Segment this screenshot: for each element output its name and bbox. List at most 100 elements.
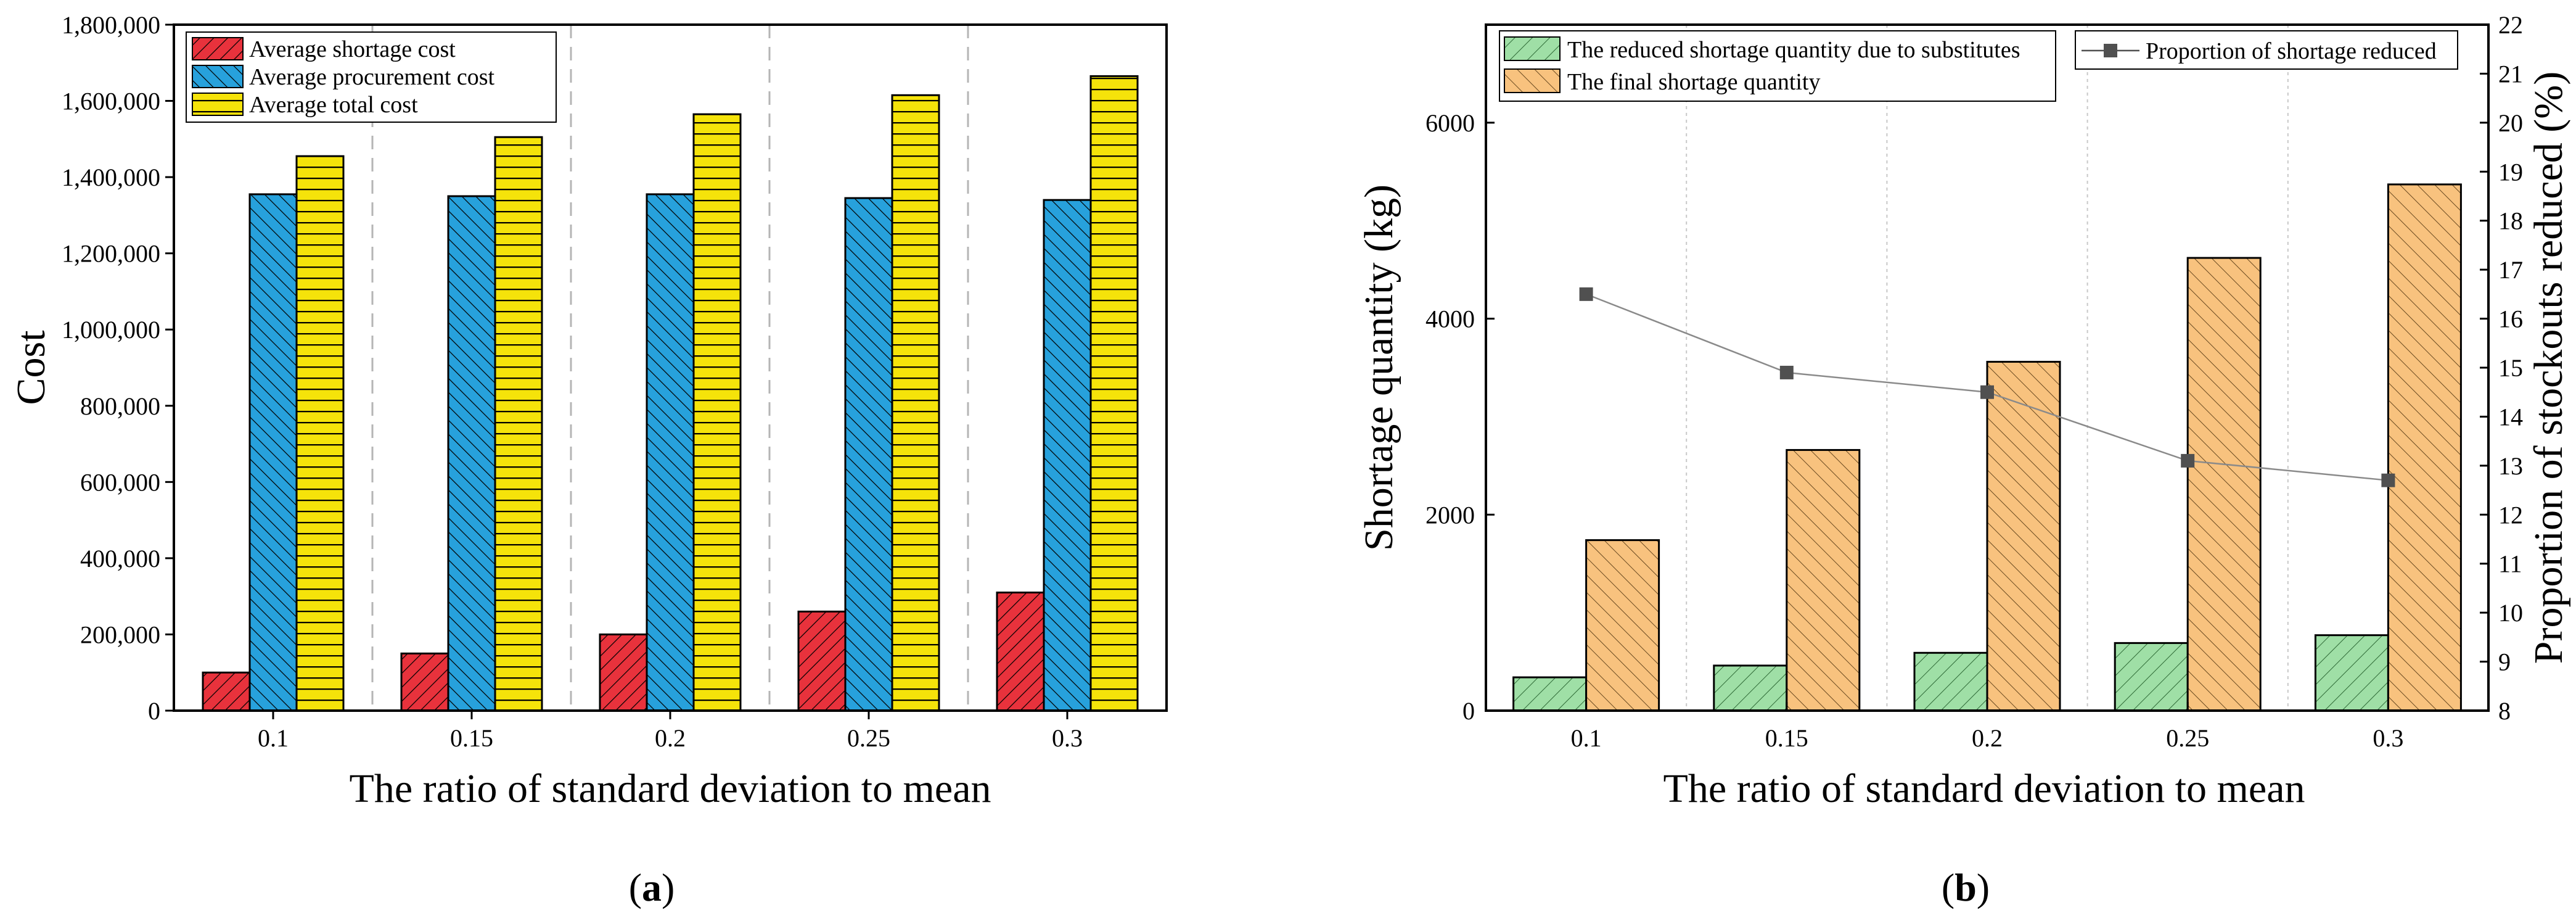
- y2-tick-label: 13: [2498, 452, 2523, 480]
- bars: [202, 75, 1139, 712]
- legend-label-final: The final shortage quantity: [1567, 69, 1821, 95]
- y-tick-label: 1,000,000: [62, 316, 160, 344]
- panel-label: (b): [1942, 865, 1990, 909]
- x-tick-label: 0.25: [2166, 724, 2209, 752]
- y-tick-label: 1,800,000: [62, 11, 160, 39]
- bar-reduced-shortage: [1713, 664, 1788, 712]
- x-axis-title: The ratio of standard deviation to mean: [350, 766, 991, 811]
- y-tick-label: 2000: [1425, 501, 1475, 529]
- legend-swatch-procurement: [192, 65, 244, 88]
- y2-tick-label: 14: [2498, 403, 2523, 431]
- category-separators: [371, 25, 969, 711]
- legend-label-reduced: The reduced shortage quantity due to sub…: [1567, 37, 2020, 63]
- x-axis-ticks: 0.1 0.15 0.2 0.25 0.3: [1571, 702, 2403, 752]
- y-tick-label: 1,400,000: [62, 163, 160, 191]
- x-tick-label: 0.15: [1765, 724, 1808, 752]
- bar-reduced-shortage: [1512, 676, 1588, 712]
- legend-label-procurement: Average procurement cost: [249, 64, 495, 90]
- y2-tick-label: 9: [2498, 648, 2511, 676]
- bars: [1512, 183, 2462, 712]
- line-marker: [2381, 473, 2395, 487]
- y2-axis-ticks: 8 9 10 11 12 13 14 15 16 17 18 19 20 21 22: [2480, 11, 2523, 725]
- bar-total-cost: [295, 155, 345, 712]
- legend: The reduced shortage quantity due to sub…: [1499, 30, 2458, 102]
- y-axis-ticks: 0 2000 4000 6000: [1425, 109, 1495, 725]
- legend-label-shortage: Average shortage cost: [249, 36, 456, 62]
- x-tick-label: 0.1: [1571, 724, 1602, 752]
- bar-final-shortage: [1585, 539, 1660, 712]
- bar-shortage-cost: [797, 610, 847, 712]
- y2-tick-label: 22: [2498, 11, 2523, 39]
- x-tick-label: 0.3: [2373, 724, 2403, 752]
- legend: Average shortage cost Average procuremen…: [186, 31, 557, 123]
- x-tick-label: 0.3: [1052, 724, 1083, 752]
- bar-final-shortage: [1786, 448, 1861, 712]
- line-marker: [1980, 385, 1994, 399]
- y2-tick-label: 20: [2498, 109, 2523, 137]
- x-tick-label: 0.2: [1972, 724, 2003, 752]
- bar-total-cost: [891, 94, 940, 712]
- bar-shortage-cost: [996, 591, 1045, 712]
- legend-swatch-final: [1504, 68, 1561, 93]
- category-separators: [1686, 25, 2289, 711]
- y2-axis-title: Proportion of stockouts reduced (%): [2526, 72, 2571, 664]
- bar-final-shortage: [2387, 183, 2462, 712]
- bar-procurement-cost: [844, 197, 893, 712]
- bar-final-shortage: [2186, 257, 2262, 712]
- bar-procurement-cost: [248, 193, 298, 712]
- y2-tick-label: 17: [2498, 256, 2523, 284]
- line-marker: [2181, 453, 2195, 468]
- bar-shortage-cost: [599, 633, 648, 712]
- legend-swatch-reduced: [1504, 36, 1561, 61]
- panel-b-chart: 0 2000 4000 6000 8 9 10 11 12 13 14 15 16 17 18 19 20 21…: [1356, 11, 2571, 909]
- x-tick-label: 0.2: [655, 724, 686, 752]
- y-axis-ticks: 0 200,000 400,000 600,000 800,000 1,000,000 1,…: [62, 11, 174, 725]
- y2-tick-label: 19: [2498, 158, 2523, 186]
- x-tick-label: 0.1: [258, 724, 289, 752]
- y2-tick-label: 11: [2498, 550, 2522, 578]
- line-marker: [1779, 365, 1794, 379]
- bar-reduced-shortage: [1913, 651, 1988, 712]
- y2-tick-label: 21: [2498, 60, 2523, 88]
- y-tick-label: 6000: [1425, 109, 1475, 137]
- y2-tick-label: 18: [2498, 207, 2523, 235]
- y-tick-label: 1,600,000: [62, 88, 160, 115]
- legend-label-proportion: Proportion of shortage reduced: [2146, 38, 2437, 64]
- legend-swatch-shortage: [192, 37, 244, 60]
- bar-shortage-cost: [400, 652, 449, 712]
- y2-tick-label: 15: [2498, 354, 2523, 382]
- bar-total-cost: [692, 113, 742, 712]
- bar-reduced-shortage: [2314, 634, 2389, 712]
- y-axis-title: Cost: [9, 330, 54, 405]
- y-tick-label: 1,200,000: [62, 240, 160, 268]
- line-series: [1579, 287, 2395, 487]
- legend-swatch-total: [192, 93, 244, 116]
- bar-procurement-cost: [447, 195, 496, 712]
- y-tick-label: 400,000: [80, 545, 160, 572]
- x-tick-label: 0.25: [847, 724, 890, 752]
- bar-total-cost: [1089, 75, 1139, 712]
- y2-tick-label: 16: [2498, 305, 2523, 333]
- y-tick-label: 600,000: [80, 468, 160, 496]
- y-tick-label: 0: [148, 697, 160, 725]
- y-tick-label: 800,000: [80, 392, 160, 420]
- x-tick-label: 0.15: [450, 724, 493, 752]
- line-marker: [1579, 287, 1593, 301]
- y-tick-label: 0: [1462, 697, 1475, 725]
- legend-box: [186, 31, 557, 123]
- bar-shortage-cost: [202, 671, 251, 712]
- legend-marker-sample: [2104, 44, 2117, 57]
- y2-tick-label: 8: [2498, 697, 2511, 725]
- y2-tick-label: 10: [2498, 599, 2523, 627]
- panel-label: (a): [629, 865, 675, 909]
- panel-a-chart: 0 200,000 400,000 600,000 800,000 1,000,000 1,…: [9, 11, 1168, 909]
- x-axis-title: The ratio of standard deviation to mean: [1663, 766, 2305, 811]
- y2-tick-label: 12: [2498, 501, 2523, 529]
- y-tick-label: 4000: [1425, 305, 1475, 333]
- y-axis-title: Shortage quantity (kg): [1356, 184, 1401, 551]
- legend-box-bars: [1499, 30, 2056, 102]
- bar-procurement-cost: [646, 193, 695, 712]
- y-tick-label: 200,000: [80, 621, 160, 648]
- bar-procurement-cost: [1043, 199, 1092, 712]
